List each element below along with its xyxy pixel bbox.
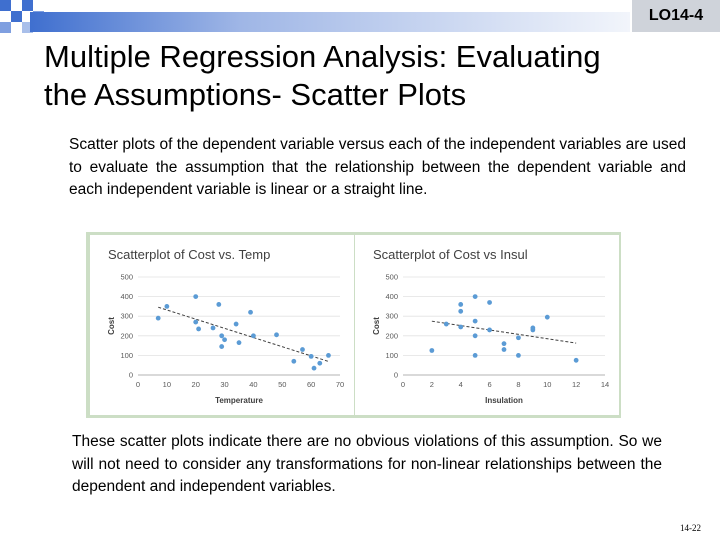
- chart-1-data-point: [501, 341, 507, 347]
- chart-0-data-point: [210, 325, 216, 331]
- conclusion-paragraph: These scatter plots indicate there are n…: [72, 433, 662, 495]
- chart-0-data-point: [326, 353, 331, 358]
- chart-0-x-tick-label: 0: [136, 380, 140, 389]
- chart-1-y-axis-label: Cost: [372, 317, 381, 335]
- chart-0-trendline: [158, 306, 329, 362]
- chart-1-y-tick-label: 200: [385, 331, 398, 340]
- scatterplot-cost-vs-insul: Scatterplot of Cost vs Insul010020030040…: [372, 247, 609, 405]
- chart-0-y-tick-label: 0: [129, 371, 133, 380]
- chart-0-data-point: [308, 353, 314, 359]
- chart-1-data-point: [487, 327, 492, 333]
- chart-1-data-point: [516, 335, 521, 341]
- chart-1-trendline: [431, 320, 577, 344]
- chart-0-data-point: [300, 347, 305, 352]
- slide-title: Multiple Regression Analysis: Evaluating…: [44, 38, 704, 114]
- chart-0-x-tick-label: 10: [163, 380, 171, 389]
- chart-0-x-tick-label: 50: [278, 380, 286, 389]
- chart-0-x-axis-label: Temperature: [215, 396, 263, 405]
- chart-0-data-point: [291, 358, 297, 364]
- chart-1-y-tick-label: 300: [385, 312, 398, 321]
- chart-1-data-point: [472, 333, 478, 339]
- chart-0-data-point: [251, 333, 256, 339]
- chart-1-y-tick-label: 100: [385, 351, 398, 360]
- chart-1-x-tick-label: 8: [516, 380, 520, 389]
- chart-1-data-point: [472, 318, 478, 324]
- title-line-2: the Assumptions- Scatter Plots: [44, 77, 467, 112]
- chart-0-data-point: [193, 319, 199, 325]
- chart-1-data-point: [458, 324, 464, 330]
- chart-0-x-tick-label: 30: [220, 380, 228, 389]
- title-line-1: Multiple Regression Analysis: Evaluating: [44, 39, 601, 74]
- scatterplot-temp-panel: Scatterplot of Cost vs. Temp 0 100 200 300 40…: [90, 235, 354, 415]
- chart-1-x-tick-label: 14: [601, 380, 609, 389]
- chart-0-data-point: [196, 326, 201, 332]
- chart-1-y-tick-label: 500: [385, 273, 398, 282]
- chart-1-x-tick-label: 12: [572, 380, 580, 389]
- chart-0-data-point: [216, 302, 222, 307]
- chart-0-y-tick-label: 100: [120, 351, 133, 360]
- chart-0-data-point: [317, 360, 323, 366]
- scatter-plots-figure: Scatterplot of Cost vs. Temp 0 100 200 300 40…: [86, 232, 621, 418]
- chart-1-y-tick-label: 400: [385, 292, 398, 301]
- intro-paragraph: Scatter plots of the dependent variable …: [69, 136, 686, 198]
- chart-0-data-point: [274, 332, 279, 338]
- chart-1-data-point: [429, 348, 435, 353]
- chart-0-x-tick-label: 70: [336, 380, 344, 389]
- chart-0-data-point: [236, 340, 242, 346]
- chart-1-data-point: [458, 308, 464, 314]
- chart-0-data-point: [233, 321, 239, 327]
- chart-1-data-point: [443, 321, 449, 327]
- chart-1-data-point: [501, 347, 507, 352]
- chart-1-data-point: [573, 357, 579, 363]
- chart-1-x-axis-label: Insulation: [485, 396, 523, 405]
- chart-1-data-point: [458, 302, 464, 307]
- header-gradient-band: [30, 12, 630, 32]
- chart-1-x-tick-label: 10: [543, 380, 551, 389]
- chart-0-y-axis-label: Cost: [107, 317, 116, 335]
- chart-0-y-tick-label: 300: [120, 312, 133, 321]
- chart-1-x-tick-label: 6: [487, 380, 491, 389]
- chart-1-title: Scatterplot of Cost vs Insul: [373, 247, 528, 262]
- chart-1-data-point: [472, 294, 478, 299]
- chart-0-x-tick-label: 60: [307, 380, 315, 389]
- chart-1-data-point: [530, 325, 536, 331]
- chart-0-x-tick-label: 40: [249, 380, 257, 389]
- chart-0-data-point: [193, 294, 199, 299]
- chart-0-data-point: [311, 365, 317, 371]
- chart-0-data-point: [248, 309, 253, 315]
- chart-1-data-point: [516, 353, 521, 358]
- chart-1-x-tick-label: 0: [401, 380, 405, 389]
- chart-1-data-point: [544, 314, 550, 320]
- scatterplot-insul-panel: Scatterplot of Cost vs Insul 0 100 200 300 40…: [355, 235, 619, 415]
- scatterplot-cost-vs-temp: Scatterplot of Cost vs. Temp010020030040…: [107, 247, 344, 405]
- chart-0-data-point: [219, 344, 225, 349]
- chart-1-y-tick-label: 0: [394, 371, 398, 380]
- chart-1-x-tick-label: 2: [430, 380, 434, 389]
- chart-0-y-tick-label: 400: [120, 292, 133, 301]
- learning-objective-badge: LO14-4: [632, 0, 720, 32]
- chart-1-data-point: [472, 353, 478, 358]
- chart-0-title: Scatterplot of Cost vs. Temp: [108, 247, 270, 262]
- chart-1-x-tick-label: 4: [459, 380, 463, 389]
- page-number: 14-22: [680, 523, 701, 533]
- chart-0-data-point: [222, 337, 227, 343]
- chart-0-data-point: [155, 315, 161, 321]
- chart-0-x-tick-label: 20: [192, 380, 200, 389]
- chart-0-data-point: [164, 304, 170, 309]
- chart-0-data-point: [219, 333, 225, 339]
- chart-0-y-tick-label: 500: [120, 273, 133, 282]
- chart-0-y-tick-label: 200: [120, 331, 133, 340]
- chart-1-data-point: [487, 300, 492, 305]
